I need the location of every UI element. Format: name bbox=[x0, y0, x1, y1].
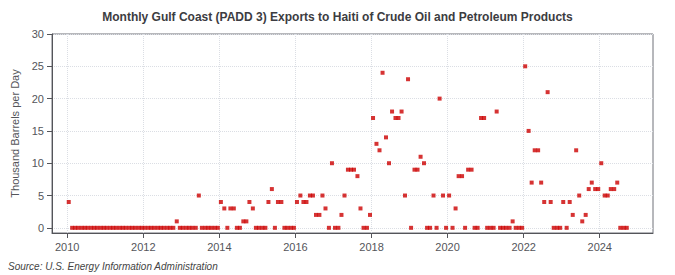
svg-text:2024: 2024 bbox=[588, 241, 612, 253]
svg-text:Thousand Barrels per Day: Thousand Barrels per Day bbox=[9, 69, 21, 198]
svg-text:2014: 2014 bbox=[207, 241, 231, 253]
svg-text:Source: U.S. Energy Informatio: Source: U.S. Energy Information Administ… bbox=[8, 261, 218, 272]
svg-text:2022: 2022 bbox=[511, 241, 535, 253]
svg-text:2020: 2020 bbox=[435, 241, 459, 253]
svg-text:2010: 2010 bbox=[55, 241, 79, 253]
svg-text:0: 0 bbox=[38, 222, 44, 234]
svg-text:2016: 2016 bbox=[283, 241, 307, 253]
svg-text:Monthly Gulf Coast (PADD 3) Ex: Monthly Gulf Coast (PADD 3) Exports to H… bbox=[102, 10, 573, 24]
svg-text:15: 15 bbox=[32, 125, 44, 137]
svg-text:5: 5 bbox=[38, 190, 44, 202]
svg-text:2018: 2018 bbox=[359, 241, 383, 253]
svg-text:20: 20 bbox=[32, 93, 44, 105]
svg-text:2012: 2012 bbox=[131, 241, 155, 253]
svg-text:10: 10 bbox=[32, 157, 44, 169]
svg-text:25: 25 bbox=[32, 60, 44, 72]
svg-text:30: 30 bbox=[32, 28, 44, 40]
